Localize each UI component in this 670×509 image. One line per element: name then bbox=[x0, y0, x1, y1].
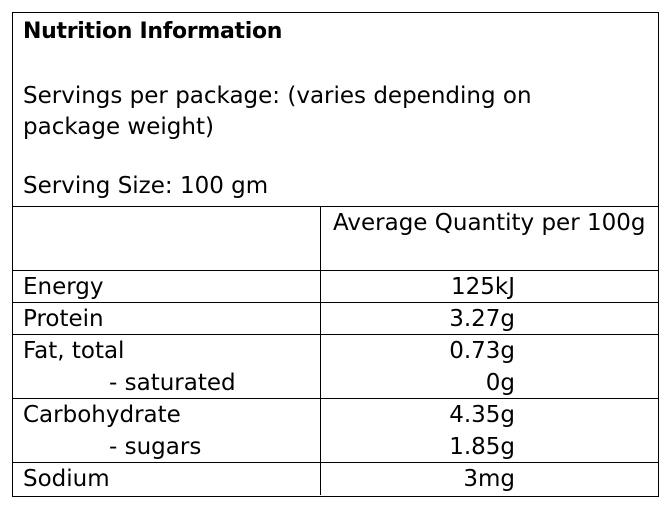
table-row-fat: Fat, total - saturated 0.73g 0g bbox=[13, 335, 658, 399]
header-empty-cell bbox=[13, 207, 321, 270]
nutrient-value: 0.73g bbox=[449, 338, 515, 364]
table-header-row: Average Quantity per 100g bbox=[13, 207, 658, 271]
nutrient-label: Fat, total bbox=[23, 338, 125, 364]
nutrient-sublabel: - sugars bbox=[109, 434, 202, 460]
panel-header: Nutrition Information Servings per packa… bbox=[13, 13, 658, 207]
serving-size: Serving Size: 100 gm bbox=[23, 173, 269, 199]
nutrient-label-group: Carbohydrate - sugars bbox=[13, 399, 321, 462]
nutrient-label-group: Fat, total - saturated bbox=[13, 335, 321, 398]
nutrition-panel: Nutrition Information Servings per packa… bbox=[12, 12, 659, 497]
table-row-carbohydrate: Carbohydrate - sugars 4.35g 1.85g bbox=[13, 399, 658, 463]
table-row-sodium: Sodium 3mg bbox=[13, 463, 658, 495]
table-row-energy: Energy 125kJ bbox=[13, 271, 658, 303]
nutrient-sublabel: - saturated bbox=[109, 370, 236, 396]
nutrient-value-group: 0.73g 0g bbox=[321, 335, 658, 398]
quantity-column-header: Average Quantity per 100g bbox=[333, 210, 646, 236]
nutrient-subvalue: 1.85g bbox=[449, 434, 515, 460]
nutrition-table: Average Quantity per 100g Energy 125kJ P… bbox=[13, 207, 658, 495]
nutrient-value: 4.35g bbox=[449, 402, 515, 428]
nutrient-value-group: 4.35g 1.85g bbox=[321, 399, 658, 462]
table-row-protein: Protein 3.27g bbox=[13, 303, 658, 335]
nutrient-value: 3mg bbox=[463, 466, 515, 492]
nutrient-subvalue: 0g bbox=[485, 370, 515, 396]
nutrient-label: Energy bbox=[13, 271, 321, 303]
nutrient-label: Carbohydrate bbox=[23, 402, 181, 428]
nutrient-label: Protein bbox=[13, 303, 321, 335]
nutrient-value: 125kJ bbox=[450, 274, 515, 300]
nutrient-label: Sodium bbox=[13, 463, 321, 495]
nutrient-value: 3.27g bbox=[449, 306, 515, 332]
panel-title: Nutrition Information bbox=[23, 19, 283, 44]
servings-per-package: Servings per package: (varies depending … bbox=[23, 83, 532, 140]
